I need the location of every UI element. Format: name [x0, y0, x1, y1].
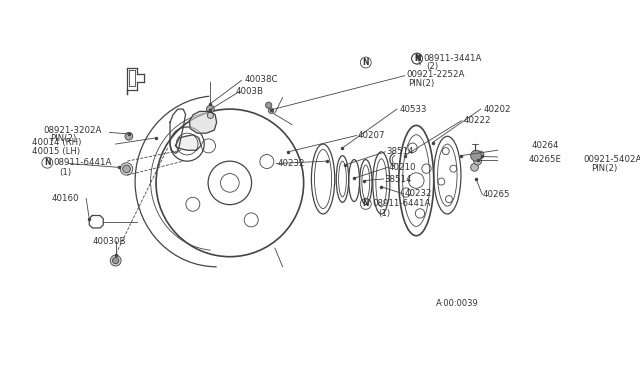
- Circle shape: [113, 257, 119, 264]
- Text: 40015 (LH): 40015 (LH): [32, 147, 80, 156]
- Text: 40264: 40264: [531, 141, 559, 150]
- Text: 00921-5402A: 00921-5402A: [583, 155, 640, 164]
- Text: A·00:0039: A·00:0039: [436, 299, 479, 308]
- Circle shape: [123, 165, 131, 173]
- Circle shape: [266, 102, 272, 108]
- Text: 40160: 40160: [51, 194, 79, 203]
- Text: N: N: [362, 58, 369, 67]
- Text: N: N: [414, 54, 420, 63]
- Circle shape: [474, 157, 481, 165]
- Text: 08911-3441A: 08911-3441A: [423, 54, 482, 63]
- Text: PIN(2): PIN(2): [50, 134, 76, 143]
- Text: 08921-3202A: 08921-3202A: [44, 126, 102, 135]
- Circle shape: [268, 108, 274, 113]
- Polygon shape: [175, 135, 201, 150]
- Text: 08911-6441A: 08911-6441A: [54, 158, 112, 167]
- Text: 40265: 40265: [483, 190, 510, 199]
- Text: N: N: [414, 54, 420, 63]
- Polygon shape: [189, 112, 216, 133]
- Text: (1): (1): [378, 209, 390, 218]
- Text: 40533: 40533: [399, 105, 427, 113]
- Text: (2): (2): [426, 62, 438, 71]
- Circle shape: [207, 105, 214, 113]
- Text: (1): (1): [60, 167, 72, 177]
- Circle shape: [207, 112, 214, 118]
- Text: 38514: 38514: [385, 174, 412, 183]
- Text: 00921-2252A: 00921-2252A: [406, 70, 465, 78]
- Text: 40038C: 40038C: [244, 75, 278, 84]
- Text: 40222: 40222: [463, 116, 491, 125]
- Circle shape: [470, 163, 479, 171]
- Text: 38514: 38514: [386, 147, 413, 156]
- Text: 40210: 40210: [388, 163, 416, 172]
- Text: PIN(2): PIN(2): [591, 164, 618, 173]
- Circle shape: [470, 150, 481, 161]
- Circle shape: [120, 163, 132, 175]
- Text: 08911-6441A: 08911-6441A: [372, 199, 430, 208]
- Text: 4003B: 4003B: [236, 87, 263, 96]
- Text: 40232: 40232: [404, 189, 432, 198]
- Text: 40202: 40202: [484, 105, 511, 113]
- Text: 40030B: 40030B: [92, 237, 126, 246]
- Text: 40207: 40207: [358, 131, 385, 140]
- Text: N: N: [44, 158, 51, 167]
- Circle shape: [125, 132, 132, 140]
- Text: PIN(2): PIN(2): [408, 79, 434, 88]
- Text: 40265E: 40265E: [529, 155, 562, 164]
- Circle shape: [110, 255, 121, 266]
- Text: N: N: [362, 199, 369, 208]
- Text: 40014 (RH): 40014 (RH): [32, 138, 81, 147]
- Circle shape: [476, 151, 484, 159]
- Text: 40232: 40232: [277, 159, 305, 168]
